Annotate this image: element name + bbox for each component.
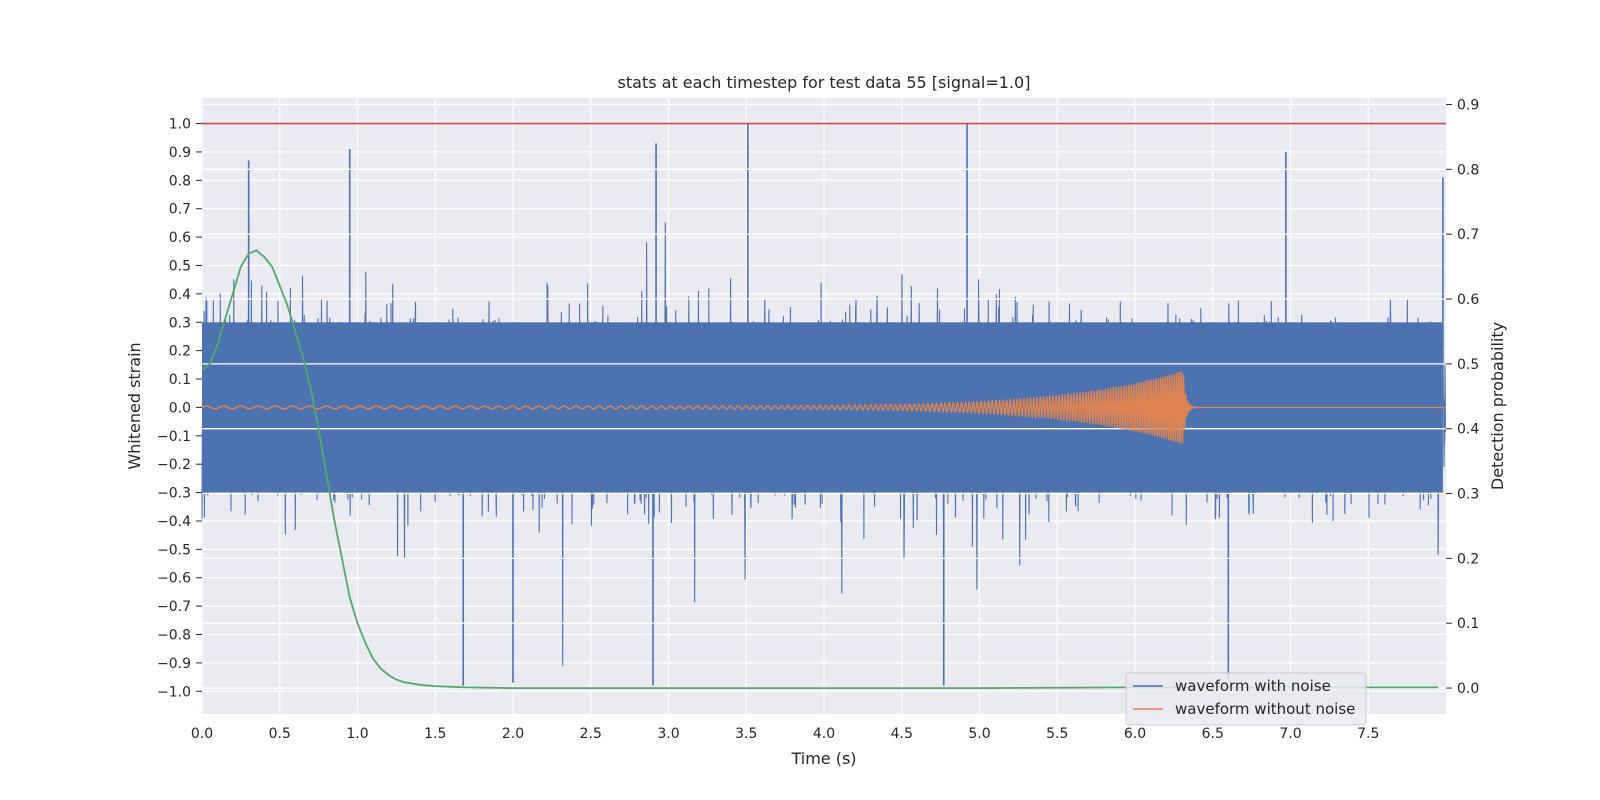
chart-title: stats at each timestep for test data 55 … — [618, 73, 1031, 92]
x-tick-label: 7.0 — [1279, 726, 1301, 742]
x-tick-label: 7.5 — [1357, 726, 1379, 742]
y-axis-label: Whitened strain — [125, 342, 144, 469]
x-tick-label: 3.0 — [657, 726, 679, 742]
y-tick-label: −0.3 — [157, 486, 191, 502]
x-tick-label: 6.0 — [1124, 726, 1146, 742]
y-tick-label: −0.9 — [157, 656, 191, 672]
y2-tick-label: 0.1 — [1457, 616, 1479, 632]
y-tick-label: −0.6 — [157, 571, 191, 587]
x-axis-label: Time (s) — [790, 749, 856, 768]
y-tick-label: 0.1 — [169, 372, 191, 388]
y-tick-label: −1.0 — [157, 684, 191, 700]
x-tick-label: 1.5 — [424, 726, 446, 742]
y-tick-label: 0.8 — [169, 173, 191, 189]
x-tick-label: 1.0 — [346, 726, 368, 742]
y-tick-label: −0.4 — [157, 514, 191, 530]
y2-tick-label: 0.3 — [1457, 487, 1479, 503]
y-tick-label: 0.5 — [169, 258, 191, 274]
y2-tick-label: 0.2 — [1457, 551, 1479, 567]
waveform-without-noise-series — [201, 371, 1446, 444]
y2-tick-label: 0.5 — [1457, 357, 1479, 373]
y2-gridlines — [202, 103, 1446, 689]
x-tick-label: 0.5 — [269, 726, 291, 742]
y-tick-label: 0.6 — [169, 230, 191, 246]
x-axis-ticks: 0.0 0.5 1.0 1.5 2.0 2.5 3.0 3.5 4.0 4.5 5.0 5.5 6.0 6… — [191, 726, 1380, 742]
y-tick-label: 0.7 — [169, 202, 191, 218]
legend-label-noise: waveform with noise — [1175, 677, 1331, 695]
y-tick-label: −0.7 — [157, 599, 191, 615]
y-tick-label: −0.1 — [157, 429, 191, 445]
x-tick-label: 6.5 — [1202, 726, 1224, 742]
y-tick-label: 0.4 — [169, 287, 191, 303]
x-tick-label: 5.5 — [1046, 726, 1068, 742]
y2-axis-label: Detection probability — [1488, 322, 1507, 490]
y2-tick-label: 0.0 — [1457, 681, 1479, 697]
legend-box — [1125, 672, 1367, 726]
y-tick-label: −0.5 — [157, 542, 191, 558]
y2-axis-ticks: 0.9 0.8 0.7 0.6 0.5 0.4 0.3 0.2 0.1 0.0 — [1446, 97, 1479, 697]
y2-tick-label: 0.4 — [1457, 422, 1479, 438]
y-tick-label: 0.2 — [169, 344, 191, 360]
y2-tick-label: 0.9 — [1457, 97, 1479, 113]
x-tick-label: 5.0 — [968, 726, 990, 742]
y2-tick-label: 0.8 — [1457, 162, 1479, 178]
x-tick-label: 0.0 — [191, 726, 213, 742]
legend: waveform with noise waveform without noi… — [1125, 672, 1367, 726]
clean-waveform-line — [201, 371, 1446, 444]
x-tick-label: 4.5 — [891, 726, 913, 742]
x-tick-label: 3.5 — [735, 726, 757, 742]
x-tick-label: 2.0 — [502, 726, 524, 742]
y2-tick-label: 0.7 — [1457, 227, 1479, 243]
x-tick-label: 2.5 — [580, 726, 602, 742]
y-tick-label: 1.0 — [169, 117, 191, 133]
y-tick-label: −0.2 — [157, 457, 191, 473]
y-tick-label: 0.3 — [169, 315, 191, 331]
x-tick-label: 4.0 — [813, 726, 835, 742]
y-tick-label: 0.9 — [169, 145, 191, 161]
y-axis-ticks: 1.0 0.9 0.8 0.7 0.6 0.5 0.4 0.3 0.2 0.1 0.0 −0.1 −0.… — [157, 117, 202, 700]
legend-label-clean: waveform without noise — [1175, 700, 1355, 718]
detection-probability-line — [201, 249, 1439, 689]
y-tick-label: −0.8 — [157, 628, 191, 644]
y2-tick-label: 0.6 — [1457, 292, 1479, 308]
y-tick-label: 0.0 — [169, 400, 191, 416]
detection-probability-series — [201, 249, 1439, 689]
